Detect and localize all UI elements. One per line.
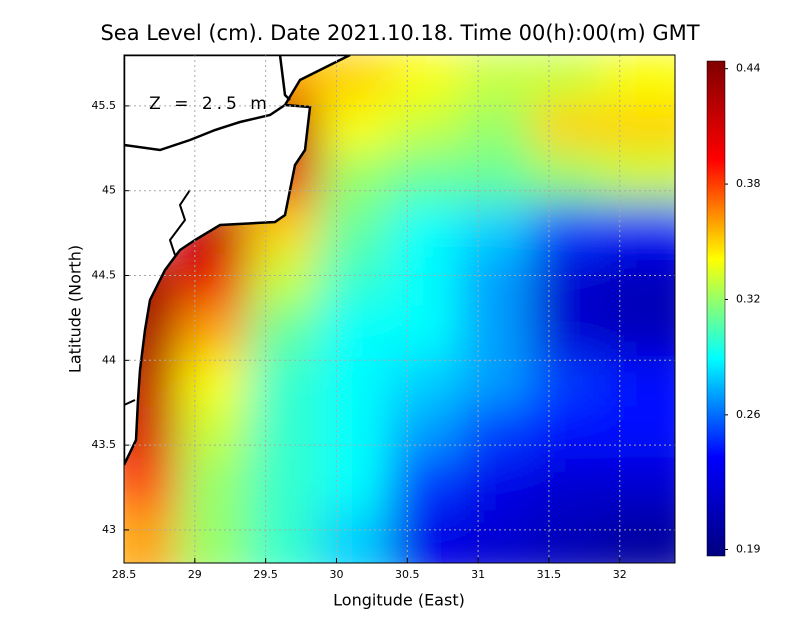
x-tick-label: 31.5	[537, 568, 562, 581]
plot-frame	[123, 54, 676, 564]
coastline	[124, 55, 351, 466]
coast-line	[168, 189, 191, 256]
y-tick-label: 45	[102, 184, 116, 197]
x-tick-label: 29.5	[253, 568, 278, 581]
x-tick-label: 32	[613, 568, 627, 581]
x-tick-label: 28.5	[112, 568, 137, 581]
x-tick-label: 31	[471, 568, 485, 581]
y-tick-label: 45.5	[92, 99, 117, 112]
land	[124, 55, 351, 466]
y-axis-label: Latitude (North)	[66, 245, 85, 373]
coast-line	[278, 55, 291, 101]
colorbar	[706, 60, 726, 557]
y-tick-label: 43.5	[92, 438, 117, 451]
colorbar-tick-label: 0.44	[736, 62, 761, 75]
x-tick-label: 30	[329, 568, 343, 581]
cell	[602, 508, 675, 563]
colorbar-tick-label: 0.38	[736, 177, 761, 190]
y-tick-label: 44	[102, 353, 116, 366]
y-tick-label: 44.5	[92, 269, 117, 282]
coast-line	[124, 399, 136, 406]
y-tick-label: 43	[102, 523, 116, 536]
chart-title: Sea Level (cm). Date 2021.10.18. Time 00…	[100, 21, 699, 45]
x-tick-label: 29	[188, 568, 202, 581]
x-tick-label: 30.5	[395, 568, 420, 581]
colorbar-tick-label: 0.19	[736, 542, 761, 555]
coast-line	[124, 103, 286, 152]
colorbar-tick-label: 0.26	[736, 408, 761, 421]
annotation: Z = 2.5 m	[149, 94, 271, 114]
x-axis-label: Longitude (East)	[333, 591, 465, 610]
colorbar-tick-label: 0.32	[736, 292, 761, 305]
